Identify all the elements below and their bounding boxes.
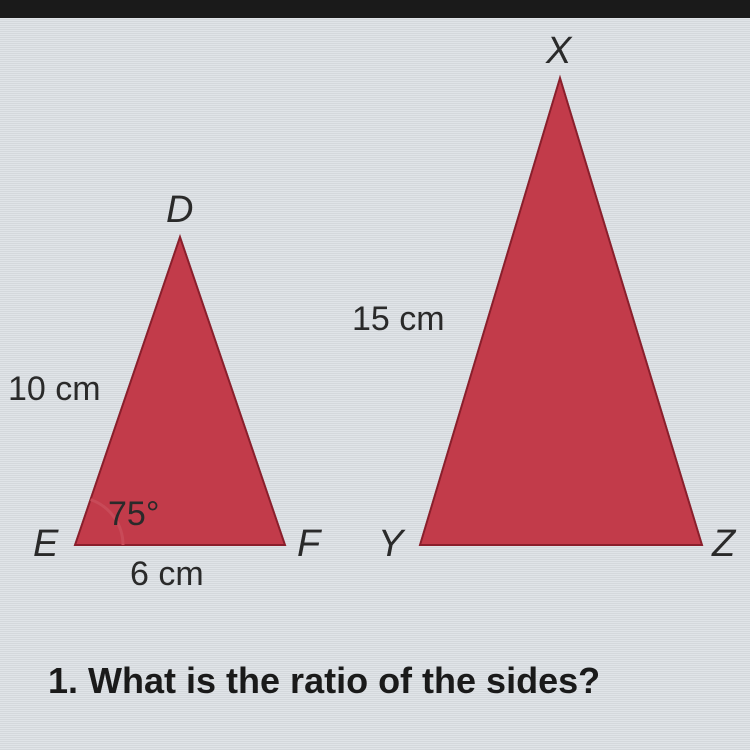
vertex-label-z: Z [712, 523, 735, 566]
question-number: 1. [48, 660, 78, 701]
triangle-xyz [420, 78, 702, 545]
vertex-label-f: F [297, 523, 320, 566]
triangles-diagram [0, 0, 750, 750]
triangle-def [75, 237, 285, 545]
base-label-ef: 6 cm [130, 555, 204, 594]
vertex-label-e: E [33, 523, 58, 566]
vertex-label-x: X [546, 30, 571, 73]
vertex-label-y: Y [378, 523, 403, 566]
vertex-label-d: D [166, 189, 193, 232]
question-text: What is the ratio of the sides? [88, 660, 600, 701]
question-line: 1. What is the ratio of the sides? [48, 660, 600, 702]
angle-label-e: 75° [108, 495, 159, 534]
side-label-de: 10 cm [8, 370, 101, 409]
side-label-xy: 15 cm [352, 300, 445, 339]
